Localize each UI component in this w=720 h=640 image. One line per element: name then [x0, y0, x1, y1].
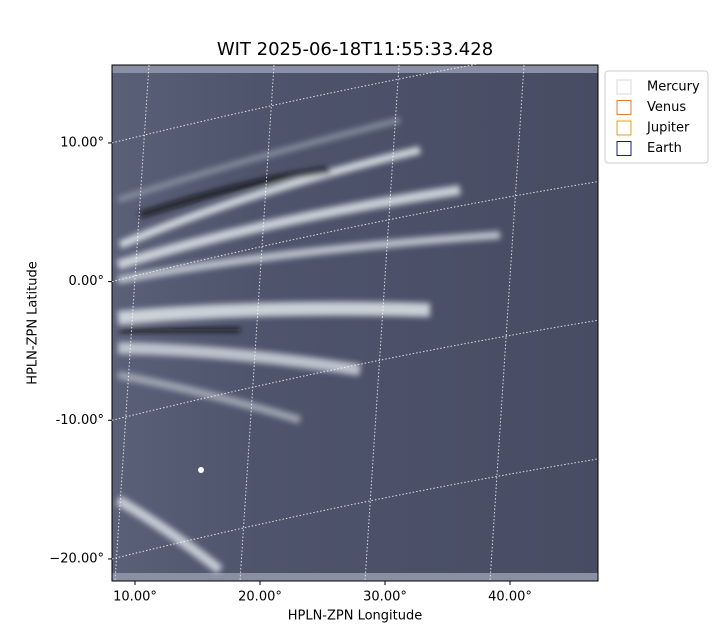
grid-line — [364, 64, 400, 582]
y-tick-label: 0.00° — [69, 274, 104, 289]
grid-line — [489, 64, 525, 582]
grid-line — [239, 64, 275, 582]
legend-swatch — [616, 79, 632, 95]
x-tick-label: 30.00° — [363, 590, 407, 605]
grid-line — [111, 42, 599, 144]
grid-line — [111, 458, 599, 560]
y-tick-label: -10.00° — [56, 413, 104, 428]
legend-label: Earth — [647, 141, 682, 156]
x-axis-label: HPLN-ZPN Longitude — [288, 609, 423, 624]
plot-frame — [111, 64, 599, 582]
grid-line — [111, 181, 599, 283]
y-tick-label: −20.00° — [49, 551, 104, 566]
legend-swatch — [616, 120, 632, 136]
legend-label: Jupiter — [646, 121, 690, 136]
x-tick-label: 20.00° — [238, 590, 282, 605]
x-tick-label: 40.00° — [488, 590, 532, 605]
x-tick-label: 10.00° — [113, 590, 157, 605]
y-tick-label: 10.00° — [60, 135, 104, 150]
legend-swatch — [616, 141, 632, 156]
legend-label: Venus — [647, 100, 686, 115]
legend-swatch — [616, 100, 632, 115]
y-axis-label: HPLN-ZPN Latitude — [26, 261, 41, 384]
chart-title: WIT 2025-06-18T11:55:33.428 — [217, 39, 493, 60]
image — [112, 65, 598, 581]
legend-label: Mercury — [647, 80, 700, 95]
grid-line — [111, 319, 599, 421]
legend: Mercury Venus Jupiter Earth — [604, 70, 709, 164]
grid-line — [114, 64, 150, 582]
